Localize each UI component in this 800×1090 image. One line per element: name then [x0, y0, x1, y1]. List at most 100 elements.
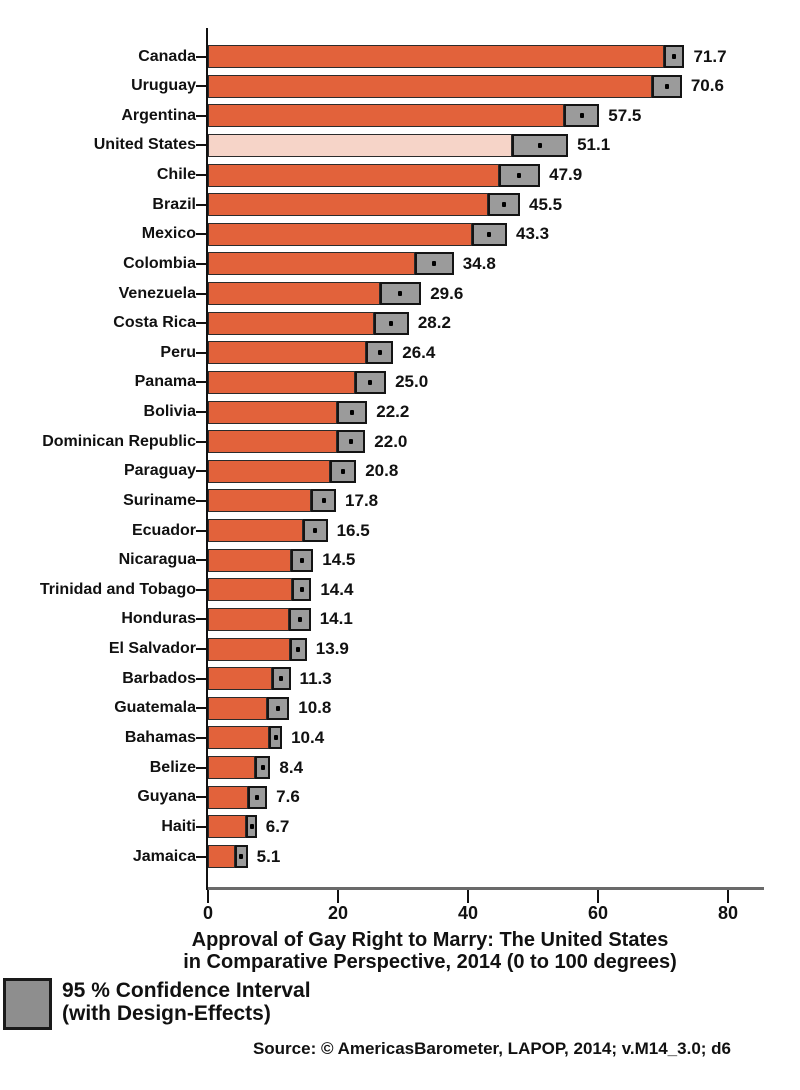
value-label: 57.5	[608, 105, 642, 125]
point-estimate-dot	[398, 291, 403, 297]
point-estimate-dot	[377, 350, 382, 356]
point-estimate-dot	[273, 735, 278, 741]
x-axis-title: Approval of Gay Right to Marry: The Unit…	[60, 929, 800, 973]
point-estimate-dot	[348, 439, 353, 445]
confidence-interval-box	[234, 845, 248, 868]
point-estimate-dot	[579, 113, 584, 119]
point-estimate-dot	[389, 320, 394, 326]
country-label: Honduras	[121, 610, 196, 628]
y-axis-tick	[196, 588, 207, 591]
x-axis-tick	[727, 890, 729, 903]
value-label: 6.7	[265, 816, 290, 836]
y-axis-tick	[196, 440, 207, 443]
x-axis-tick	[337, 890, 339, 903]
approval-bar	[208, 815, 247, 839]
y-axis-tick	[196, 411, 207, 414]
point-estimate-dot	[255, 794, 260, 800]
country-label: Belize	[149, 758, 196, 776]
legend-label: 95 % Confidence Interval (with Design-Ef…	[62, 979, 311, 1025]
confidence-interval-box	[354, 370, 387, 394]
country-label: Bolivia	[143, 403, 196, 421]
value-label: 34.8	[462, 253, 496, 273]
country-label: Dominican Republic	[42, 432, 196, 450]
approval-bar	[208, 222, 472, 246]
y-axis-tick	[196, 351, 207, 354]
approval-bar	[208, 785, 248, 809]
approval-bar	[208, 489, 312, 513]
approval-bar	[208, 370, 355, 394]
country-label: Uruguay	[131, 77, 196, 95]
country-label: Barbados	[122, 669, 196, 687]
point-estimate-dot	[279, 676, 284, 682]
y-axis-tick	[196, 677, 207, 680]
approval-bar	[208, 726, 270, 750]
y-axis-tick	[196, 114, 207, 117]
approval-bar	[208, 637, 290, 661]
confidence-interval-box	[330, 459, 357, 483]
x-axis-tick-label: 60	[587, 903, 609, 923]
y-axis-tick	[196, 707, 207, 710]
value-label: 17.8	[345, 490, 379, 510]
confidence-interval-swatch	[3, 978, 52, 1030]
value-label: 20.8	[365, 461, 399, 481]
y-axis-tick	[196, 499, 207, 502]
x-axis-tick	[467, 890, 469, 903]
point-estimate-dot	[538, 142, 543, 148]
confidence-interval-box	[512, 133, 569, 157]
y-axis-line	[206, 28, 208, 890]
value-label: 71.7	[693, 46, 727, 66]
confidence-interval-box	[337, 400, 368, 424]
country-label: Canada	[138, 47, 196, 65]
approval-bar	[208, 252, 415, 276]
value-label: 47.9	[549, 165, 583, 185]
x-axis-tick-label: 20	[327, 903, 349, 923]
confidence-interval-box	[311, 489, 337, 513]
value-label: 16.5	[336, 520, 370, 540]
country-label: Brazil	[152, 195, 196, 213]
y-axis-tick	[196, 203, 207, 206]
source-note: Source: © AmericasBarometer, LAPOP, 2014…	[252, 1039, 731, 1058]
y-axis-tick	[196, 796, 207, 799]
country-label: Ecuador	[131, 521, 196, 539]
approval-bar	[208, 548, 292, 572]
country-label: Panama	[134, 373, 196, 391]
country-label: Peru	[160, 343, 196, 361]
confidence-interval-box	[289, 637, 307, 661]
approval-bar	[208, 104, 565, 128]
value-label: 28.2	[417, 313, 451, 333]
point-estimate-dot	[296, 646, 301, 652]
point-estimate-dot	[299, 587, 304, 593]
legend-label-line-2: (with Design-Effects)	[62, 1002, 271, 1025]
approval-bar	[208, 845, 235, 868]
country-label: Trinidad and Tobago	[39, 580, 196, 598]
confidence-interval-box	[247, 785, 268, 809]
value-label: 11.3	[299, 668, 332, 688]
value-label: 45.5	[529, 194, 563, 214]
approval-bar	[208, 607, 289, 631]
point-estimate-dot	[260, 765, 265, 771]
country-label: Costa Rica	[113, 314, 196, 332]
value-label: 7.6	[276, 787, 300, 807]
point-estimate-dot	[297, 616, 302, 622]
approval-bar	[208, 578, 292, 602]
country-label: Suriname	[123, 491, 196, 509]
approval-bar	[208, 74, 652, 98]
point-estimate-dot	[239, 854, 244, 859]
point-estimate-dot	[350, 409, 355, 415]
confidence-interval-box	[269, 726, 283, 750]
legend: 95 % Confidence Interval (with Design-Ef…	[0, 975, 700, 1035]
y-axis-tick	[196, 766, 207, 769]
value-label: 70.6	[690, 76, 724, 96]
confidence-interval-box	[336, 430, 366, 454]
value-label: 8.4	[279, 757, 304, 777]
y-axis-tick	[196, 648, 207, 651]
approval-bar	[208, 459, 331, 483]
confidence-interval-box	[246, 815, 257, 839]
approval-bar	[208, 430, 337, 454]
point-estimate-dot	[432, 261, 437, 267]
y-axis-tick	[196, 381, 207, 384]
approval-bar	[208, 756, 255, 780]
approval-bar	[208, 667, 273, 691]
approval-bar	[208, 519, 303, 543]
